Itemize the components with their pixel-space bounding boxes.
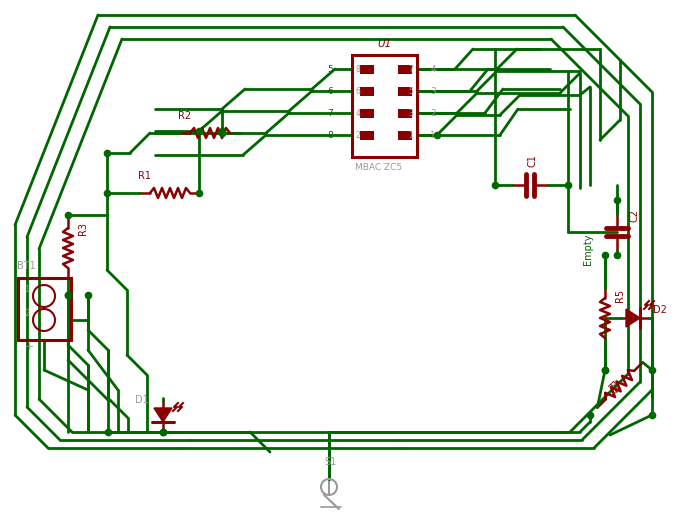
Bar	[18, 278, 71, 340]
Bar	[398, 65, 412, 74]
Text: S1: S1	[324, 457, 336, 467]
Text: 6: 6	[355, 87, 360, 96]
Text: Empty: Empty	[583, 233, 593, 265]
Text: D2: D2	[653, 305, 667, 315]
Bar	[398, 131, 412, 140]
Text: 8: 8	[327, 132, 333, 141]
Polygon shape	[626, 309, 640, 327]
Text: C1: C1	[528, 154, 538, 167]
Bar	[398, 87, 412, 96]
Text: 2: 2	[355, 132, 360, 141]
Text: 3: 3	[409, 110, 413, 118]
Bar	[360, 87, 374, 96]
Text: C2: C2	[629, 209, 639, 222]
Bar	[398, 109, 412, 118]
Text: 4: 4	[430, 66, 436, 75]
Text: +: +	[25, 342, 34, 352]
Text: 8: 8	[355, 66, 360, 75]
Text: 1: 1	[409, 132, 413, 141]
Text: 7: 7	[409, 66, 413, 75]
Text: R5: R5	[615, 289, 625, 302]
Text: 3: 3	[430, 87, 436, 96]
Text: 2: 2	[24, 309, 29, 318]
Text: 1: 1	[24, 285, 29, 294]
Text: 6: 6	[327, 87, 333, 96]
Text: U1: U1	[377, 39, 392, 49]
Text: 5: 5	[409, 87, 413, 96]
Bar	[360, 109, 374, 118]
Text: R1: R1	[138, 171, 151, 181]
Polygon shape	[154, 408, 172, 422]
Text: 4: 4	[355, 110, 360, 118]
Text: MBAC ZC5: MBAC ZC5	[355, 163, 402, 172]
Text: D1: D1	[135, 395, 148, 405]
Bar	[360, 65, 374, 74]
Text: R4: R4	[605, 381, 621, 397]
Text: BT1: BT1	[17, 261, 35, 271]
Text: 7: 7	[327, 110, 333, 118]
Text: R3: R3	[78, 222, 88, 235]
Text: 1: 1	[430, 132, 436, 141]
Text: 5: 5	[327, 66, 333, 75]
Text: 2: 2	[430, 110, 436, 118]
Text: R2: R2	[178, 111, 191, 121]
Bar	[360, 131, 374, 140]
Bar	[352, 55, 417, 157]
